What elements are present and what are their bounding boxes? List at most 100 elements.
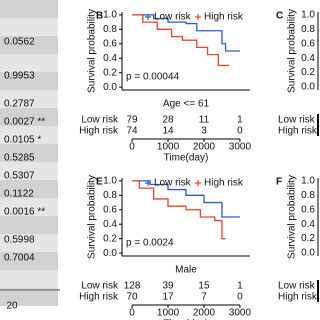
stripe: [0, 270, 58, 288]
x-tick-label: 0: [129, 308, 135, 319]
p-annotation: p = 0.00044: [126, 72, 180, 83]
risk-count: 17: [162, 292, 174, 303]
legend-label: High risk: [204, 12, 244, 23]
x-tick-label: 1000: [157, 308, 180, 319]
stripe: [0, 288, 58, 306]
x-tick-label: 2000: [193, 142, 216, 153]
risk-count: 3: [201, 126, 207, 137]
x-axis-label: Time(day): [164, 319, 209, 320]
stripe: [0, 234, 58, 252]
subtitle: Age <= 61: [163, 99, 210, 110]
p-value: 0.2787: [4, 99, 35, 110]
y-tick-label: 0.8: [301, 190, 315, 201]
stripe: [0, 36, 58, 54]
risk-count: 14: [162, 126, 174, 137]
stripe: [0, 18, 58, 36]
y-tick-label: 0.2: [301, 233, 315, 244]
x-tick-label: 0: [129, 142, 135, 153]
legend-label: Low risk: [154, 12, 192, 23]
y-tick-label: 1.0: [301, 10, 315, 21]
stripe: [0, 126, 58, 144]
p-annotation: p = 0.0024: [126, 238, 174, 249]
risk-count: 39: [162, 281, 174, 292]
y-tick-label: 0.4: [103, 219, 117, 230]
y-axis-label: Survival probability: [287, 9, 298, 93]
x-tick-label: 1000: [157, 142, 180, 153]
risk-count: 0: [237, 126, 243, 137]
risk-row-label: Low risk: [278, 281, 316, 292]
y-tick-label: 0.6: [301, 38, 315, 49]
risk-row-label: High risk: [278, 126, 318, 137]
legend-label: High risk: [204, 178, 244, 189]
subtitle: Male: [175, 265, 197, 276]
risk-count: 11: [199, 115, 210, 126]
y-tick-label: 0.4: [103, 53, 117, 64]
risk-count: 79: [127, 115, 139, 126]
panel-letter: E: [96, 177, 103, 188]
y-tick-label: 1.0: [103, 176, 117, 187]
legend-label: Low risk: [154, 178, 192, 189]
stripe: [0, 0, 58, 18]
stripe: [0, 252, 58, 270]
stripe: [0, 162, 58, 180]
x-tick-label: 3000: [229, 142, 252, 153]
x-tick-label: 2000: [193, 308, 216, 319]
y-axis-label: Survival probability: [287, 175, 298, 259]
p-value: 0.0016 **: [4, 207, 45, 218]
y-tick-label: 0.4: [301, 53, 315, 64]
p-value: 0.0027 **: [4, 117, 45, 128]
y-tick-label: 0.2: [103, 233, 117, 244]
y-tick-label: 0.0: [301, 248, 315, 259]
risk-count: 74: [127, 126, 139, 137]
axis-tick-label: 20: [6, 301, 18, 312]
y-tick-label: 0.6: [301, 204, 315, 215]
x-tick-label: 3000: [229, 308, 252, 319]
y-tick-label: 1.0: [301, 176, 315, 187]
panel-letter: B: [96, 11, 103, 22]
p-value: 0.1122: [4, 189, 34, 200]
stripe: [0, 180, 58, 198]
risk-row-label: Low risk: [81, 281, 119, 292]
y-tick-label: 0.0: [103, 82, 117, 93]
survival-curve: [132, 180, 240, 218]
stripe: [0, 216, 58, 234]
y-axis-label: Survival probability: [87, 9, 98, 93]
y-tick-label: 0.6: [103, 204, 117, 215]
stripe: [0, 144, 58, 162]
risk-count: 1: [237, 115, 243, 126]
stripe: [0, 198, 58, 216]
p-value: 0.5998: [4, 235, 35, 246]
y-tick-label: 0.4: [301, 219, 315, 230]
stripe: [0, 108, 58, 126]
risk-row-label: Low risk: [81, 115, 119, 126]
y-tick-label: 0.0: [103, 248, 117, 259]
p-value: 0.7004: [4, 253, 35, 264]
risk-count: 15: [198, 281, 210, 292]
p-value: 0.0562: [4, 37, 35, 48]
y-tick-label: 0.8: [103, 24, 117, 35]
risk-count: 128: [124, 281, 141, 292]
p-value: 0.9953: [4, 71, 35, 82]
panel-letter: C: [276, 11, 283, 22]
risk-count: 0: [237, 292, 243, 303]
p-value: 0.5307: [4, 171, 35, 182]
y-tick-label: 0.0: [301, 82, 315, 93]
y-tick-label: 1.0: [103, 10, 117, 21]
p-value: 0.5285: [4, 153, 35, 164]
risk-row-label: High risk: [79, 126, 119, 137]
p-value: 0.0105 *: [4, 135, 41, 146]
y-tick-label: 0.6: [103, 38, 117, 49]
risk-row-label: High risk: [79, 292, 119, 303]
risk-row-label: Low risk: [278, 115, 316, 126]
y-tick-label: 0.8: [103, 190, 117, 201]
risk-count: 70: [127, 292, 139, 303]
survival-curve: [132, 180, 226, 240]
survival-curve: [132, 14, 240, 52]
y-tick-label: 0.8: [301, 24, 315, 35]
stripe: [0, 54, 58, 72]
stripe: [0, 72, 58, 90]
y-tick-label: 0.2: [301, 67, 315, 78]
panel-letter: F: [276, 177, 282, 188]
risk-count: 28: [162, 115, 174, 126]
